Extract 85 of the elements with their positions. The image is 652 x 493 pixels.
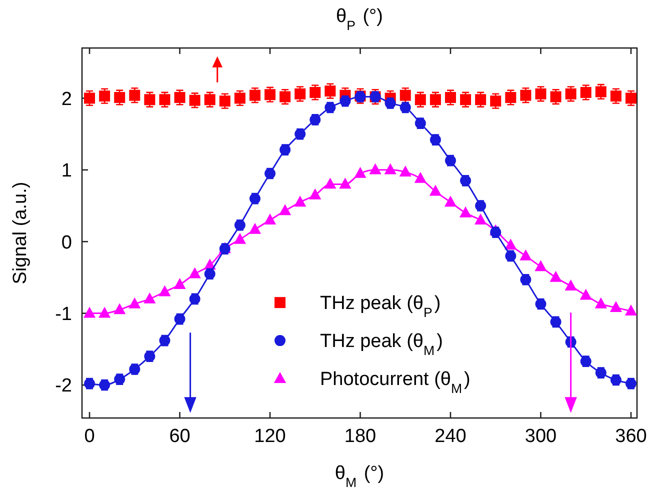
point [234,92,246,104]
point [159,94,170,106]
x-tick-label: 60 [169,426,190,447]
point [475,94,486,106]
point [580,288,592,300]
point [219,96,230,107]
point [594,297,607,308]
point [174,92,186,103]
point [204,94,216,106]
point [83,306,96,318]
point [129,90,140,101]
legend-label: THz peak (θ$_{M}$) [320,331,443,358]
point [158,285,171,296]
x-axis-title: θ$_{M}$ (°) [334,463,384,490]
point [624,304,638,316]
point [294,88,306,100]
point [610,90,622,102]
point [534,260,547,272]
point [564,279,577,290]
point [324,86,336,97]
y-tick-label: -2 [55,376,72,397]
point [474,213,487,224]
point [444,92,456,103]
legend-label: Photocurrent (θ$_{M}$) [320,369,470,396]
point [264,89,276,100]
point [84,92,96,104]
point [505,92,516,103]
point [595,86,606,98]
point [520,90,532,101]
point [610,300,622,312]
y-tick-label: 1 [61,160,72,182]
point [460,94,472,106]
point [565,88,576,100]
point [339,178,352,189]
point [550,270,562,282]
point [309,188,322,200]
y-tick-label: -1 [55,304,72,325]
point [580,86,592,98]
x-tick-label: 360 [615,426,647,447]
point [504,238,517,250]
point [310,86,321,98]
point [280,91,291,102]
point [188,267,201,278]
point [429,184,442,196]
y-tick-label: 0 [61,232,72,254]
point [324,178,336,189]
point [414,94,426,106]
point [459,206,472,218]
point [520,249,532,260]
point [369,163,382,174]
point [234,232,246,244]
point [98,306,111,318]
point [99,90,110,102]
point [144,94,156,106]
point [399,165,412,176]
point [294,196,306,207]
point [400,90,411,101]
point [114,92,126,103]
point [444,196,457,207]
point [114,303,126,314]
x-tick-label: 300 [524,426,557,447]
point [550,91,562,102]
point [384,163,396,174]
point [174,278,186,290]
point [189,94,200,106]
point [279,204,292,216]
point [354,166,366,178]
point [535,88,546,100]
y-tick-label: 2 [61,88,72,110]
point [414,172,426,183]
x-tick-label: 180 [344,426,376,447]
point [128,297,141,308]
point [625,92,636,104]
x2-axis-title: θ$_{P}$ (°) [336,6,383,32]
x-tick-label: 120 [254,426,286,447]
point [144,292,156,304]
x-tick-label: 0 [84,426,95,447]
legend-label: THz peak (θ$_{P}$) [320,293,441,320]
point [248,222,262,234]
y-axis-title: Signal (a.u.) [10,182,31,284]
point [490,96,502,107]
point [264,213,276,224]
point [430,94,441,106]
point [249,90,260,101]
x-tick-label: 240 [434,426,466,447]
